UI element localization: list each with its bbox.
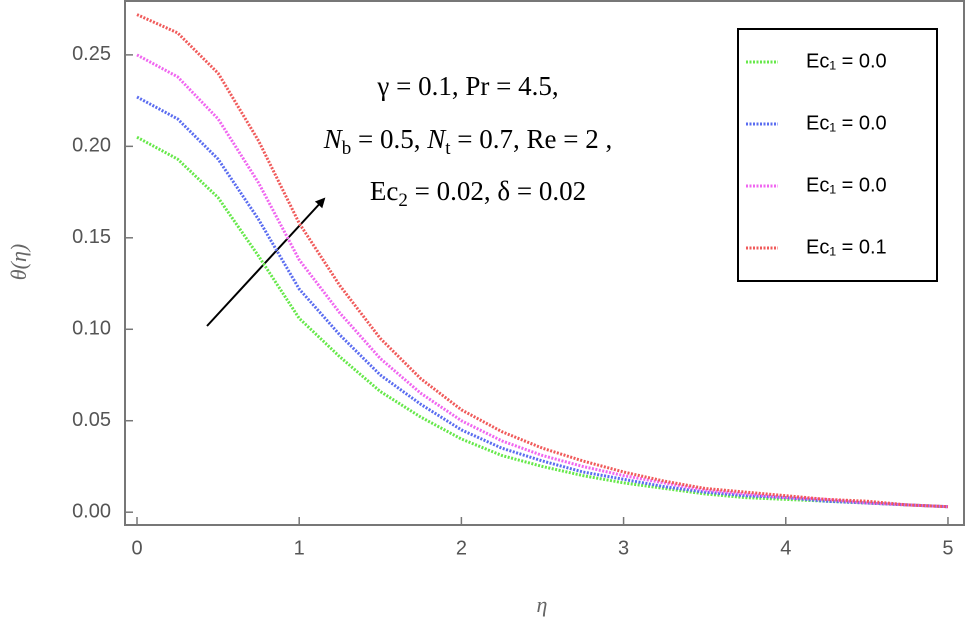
x-tick-label: 5 [942, 537, 953, 559]
annotation-text: N [426, 124, 447, 154]
annotation-text: = 0.5, [351, 124, 427, 154]
annotation-text: = 0.7, Re = 2 , [451, 124, 613, 154]
annotation-subscript: b [342, 138, 352, 159]
series-line [136, 13, 949, 509]
annotation-text: γ = 0.1, Pr = 4.5, [376, 71, 558, 101]
x-tick-label: 3 [618, 537, 629, 559]
annotation-text: Ec [370, 176, 398, 206]
plot-frame [124, 0, 965, 526]
x-tick-label: 4 [780, 537, 791, 559]
annotation: Nb = 0.5, Nt = 0.7, Re = 2 , [323, 124, 613, 159]
legend: Ec₁ = 0.0 Ec₁ = 0.0 Ec₁ = 0.0 Ec₁ = 0.1 [746, 50, 887, 258]
x-axis-label: η [537, 592, 548, 617]
annotation: γ = 0.1, Pr = 4.5, [376, 71, 558, 101]
y-tick-label: 0.25 [72, 43, 111, 65]
x-tick-label: 0 [131, 537, 142, 559]
x-tick-label: 1 [294, 537, 305, 559]
annotation-text: = 0.02, δ = 0.02 [408, 176, 586, 206]
annotation: Ec2 = 0.02, δ = 0.02 [370, 176, 586, 211]
y-axis-label: θ(η) [6, 244, 31, 280]
series-line [136, 95, 949, 509]
y-tick-label: 0.15 [72, 226, 111, 248]
y-tick-label: 0.05 [72, 409, 111, 431]
annotation-text: N [323, 124, 344, 154]
legend-box [737, 28, 938, 282]
annotation-subscript: t [445, 138, 451, 159]
y-tick-label: 0.00 [72, 500, 111, 522]
y-tick-label: 0.20 [72, 135, 111, 157]
x-tick-label: 2 [456, 537, 467, 559]
legend-label: Ec₁ = 0.0 [806, 50, 887, 72]
series-line [136, 53, 949, 509]
legend-label: Ec₁ = 0.0 [806, 174, 887, 196]
y-tick-label: 0.10 [72, 318, 111, 340]
annotation-subscript: 2 [398, 190, 408, 211]
arrow [206, 197, 326, 327]
legend-label: Ec₁ = 0.0 [806, 112, 887, 134]
legend-label: Ec₁ = 0.1 [806, 236, 887, 258]
